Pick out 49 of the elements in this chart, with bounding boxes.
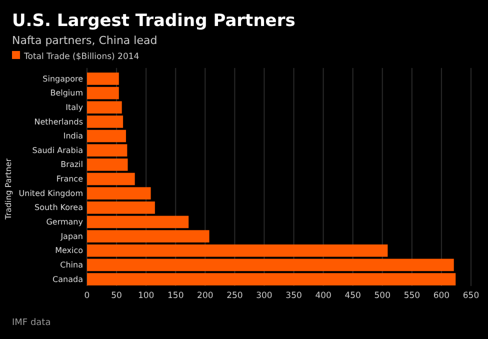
- bar: [87, 258, 454, 272]
- bar: [87, 158, 128, 171]
- bar: [87, 101, 122, 114]
- x-tick-label: 600: [433, 291, 450, 302]
- bar: [87, 201, 155, 214]
- y-tick-label: India: [63, 132, 84, 141]
- bar: [87, 144, 128, 157]
- y-tick-label: South Korea: [34, 203, 84, 212]
- y-tick-label: Canada: [52, 274, 84, 284]
- x-tick-label: 200: [197, 291, 214, 302]
- chart-title: U.S. Largest Trading Partners: [12, 11, 296, 31]
- y-tick-label: United Kingdom: [18, 188, 84, 198]
- x-tick-label: 100: [138, 291, 154, 302]
- y-tick-label: Singapore: [42, 74, 84, 84]
- y-tick-label: France: [56, 174, 84, 184]
- y-tick-label: Mexico: [55, 246, 84, 256]
- bar: [87, 244, 388, 257]
- y-axis-title: Trading Partner: [4, 158, 13, 220]
- y-tick-label: Japan: [60, 232, 83, 241]
- x-tick-label: 400: [315, 291, 332, 302]
- bar: [87, 72, 119, 85]
- x-tick-label: 350: [286, 291, 302, 302]
- bar: [87, 172, 135, 186]
- y-tick-label: Brazil: [60, 160, 83, 170]
- x-tick-label: 550: [404, 291, 420, 302]
- y-tick-label: Saudi Arabia: [32, 146, 84, 155]
- bar: [87, 216, 189, 228]
- bar: [87, 130, 126, 142]
- x-tick-label: 50: [111, 291, 122, 302]
- y-tick-label: Netherlands: [34, 117, 83, 126]
- x-tick-label: 300: [256, 291, 272, 302]
- x-tick-label: 250: [226, 291, 243, 302]
- y-tick-label: Italy: [66, 102, 84, 112]
- chart-subtitle: Nafta partners, China lead: [12, 34, 158, 47]
- y-tick-label: Germany: [46, 218, 84, 227]
- x-tick-label: 500: [374, 291, 390, 302]
- x-tick-label: 0: [84, 291, 90, 302]
- bar: [87, 273, 456, 286]
- bar: [87, 86, 119, 100]
- legend-label: Total Trade ($Billions) 2014: [23, 52, 140, 62]
- bar: [87, 187, 151, 200]
- x-tick-label: 650: [462, 291, 480, 302]
- bar: [87, 230, 210, 242]
- y-tick-label: Belgium: [50, 88, 84, 98]
- x-tick-label: 450: [344, 291, 361, 302]
- text: IMF data: [12, 318, 51, 328]
- y-tick-label: China: [60, 260, 84, 270]
- bar: [87, 116, 124, 128]
- x-tick-label: 150: [168, 291, 184, 302]
